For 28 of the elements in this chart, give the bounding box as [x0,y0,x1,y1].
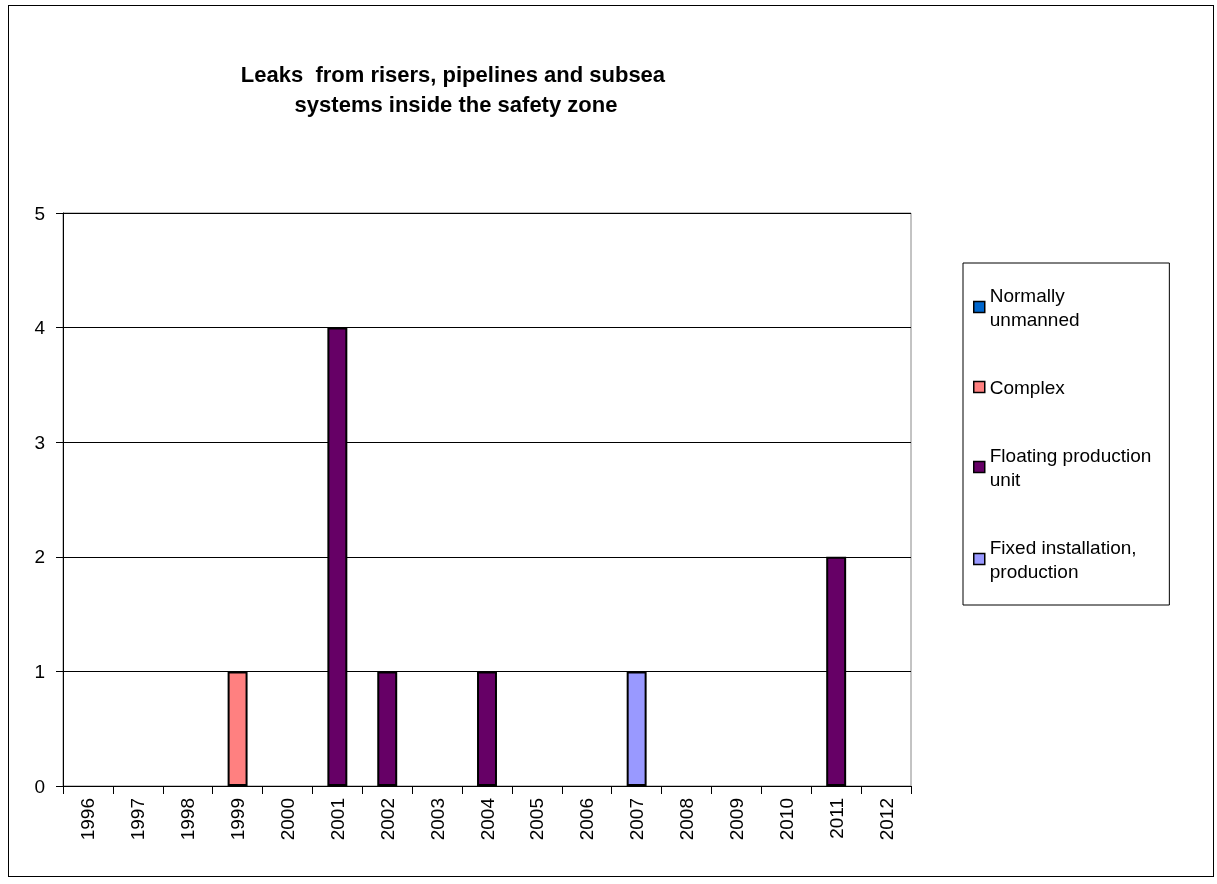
y-tick-label: 3 [34,431,45,453]
legend-label: Fixed installation, production [989,536,1137,582]
x-tick-label: 2011 [825,798,847,839]
legend-label: Complex [989,376,1066,398]
y-tick-label: 0 [34,775,45,797]
x-tick-label: 2003 [426,798,448,841]
x-tick-label: 2001 [326,798,348,841]
x-tick-label: 1999 [227,798,249,841]
x-tick-label: 2010 [775,798,797,841]
legend-label: Normally unmanned [989,284,1080,330]
x-tick-label: 2004 [476,797,498,841]
y-tick-label: 2 [34,546,45,568]
x-tick-label: 2009 [725,798,747,841]
chart-title: Leaks from risers, pipelines and subsea systems inside the safety zone [240,61,672,117]
x-tick-label: 2002 [376,798,398,841]
y-tick-label: 1 [34,660,45,682]
y-tick-label: 5 [34,202,45,224]
x-tick-label: 2007 [626,798,648,841]
x-tick-label: 2006 [576,798,598,841]
x-tick-label: 2012 [875,798,897,841]
legend-label: Floating production unit [989,444,1152,490]
x-tick-label: 1998 [177,798,199,841]
y-tick-label: 4 [34,317,46,339]
x-tick-label: 1997 [127,798,149,841]
x-tick-label: 2000 [276,798,298,841]
x-tick-label: 2008 [676,798,698,841]
x-tick-label: 2005 [526,798,548,841]
x-tick-label: 1996 [77,798,99,841]
